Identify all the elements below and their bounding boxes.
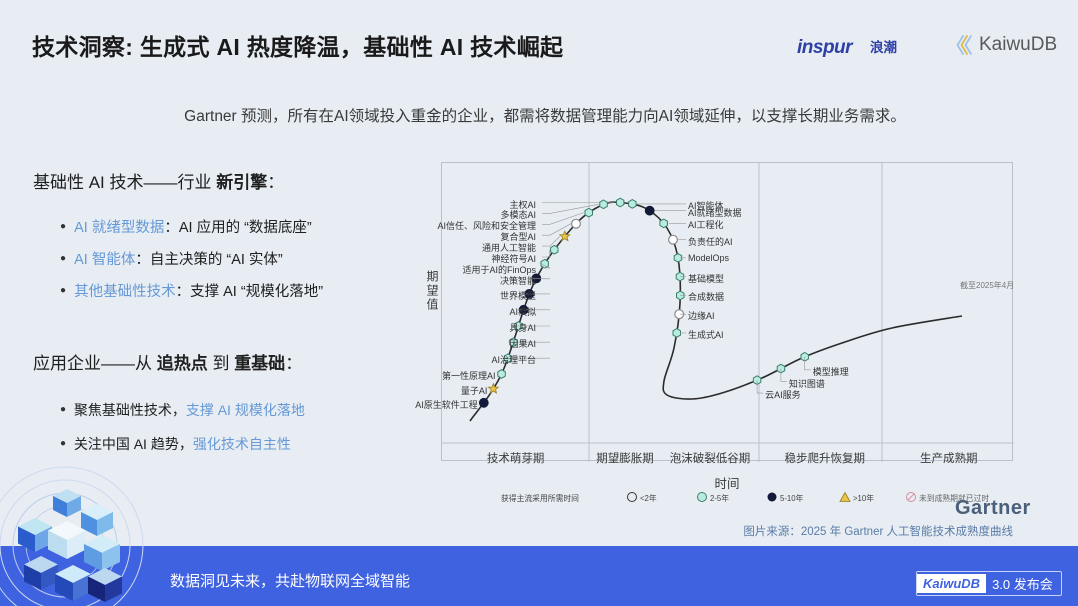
svg-text:inspur: inspur [797, 37, 854, 58]
svg-text:浪潮: 浪潮 [870, 39, 897, 55]
